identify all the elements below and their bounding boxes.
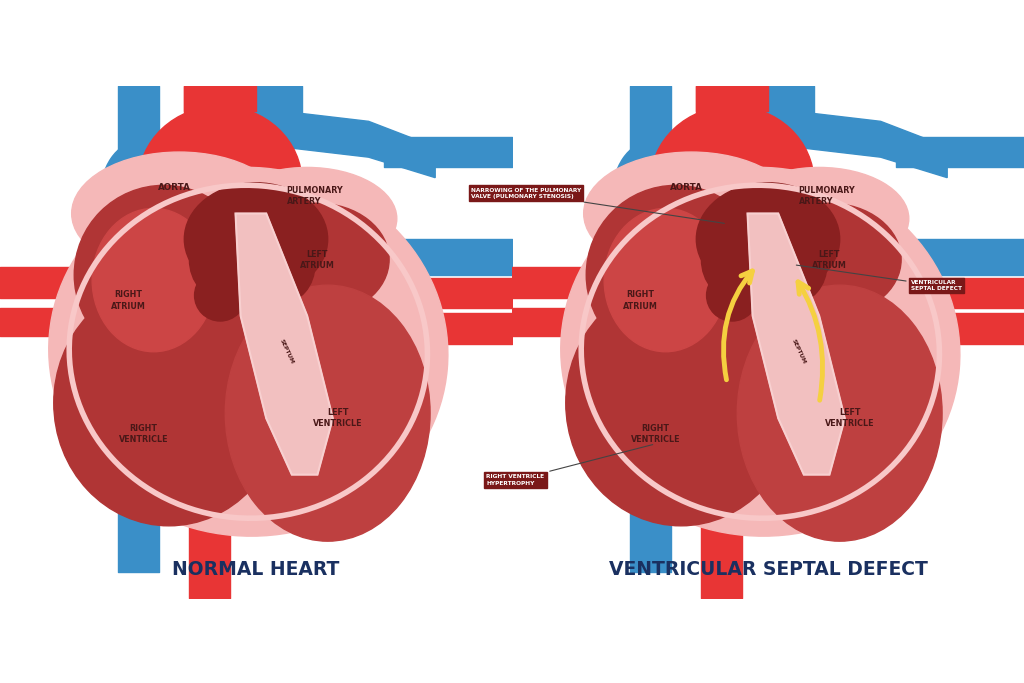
Text: RIGHT VENTRICLE
HYPERTROPHY: RIGHT VENTRICLE HYPERTROPHY <box>486 445 652 486</box>
Ellipse shape <box>696 183 840 296</box>
Ellipse shape <box>584 152 799 275</box>
Text: RIGHT
VENTRICLE: RIGHT VENTRICLE <box>119 423 168 444</box>
Ellipse shape <box>561 167 959 536</box>
Polygon shape <box>758 111 947 178</box>
Ellipse shape <box>565 280 797 526</box>
Ellipse shape <box>53 280 285 526</box>
Ellipse shape <box>195 270 246 321</box>
Ellipse shape <box>225 285 430 541</box>
Ellipse shape <box>766 277 811 324</box>
Text: NARROWING OF THE PULMONARY
VALVE (PULMONARY STENOSIS): NARROWING OF THE PULMONARY VALVE (PULMON… <box>471 188 724 223</box>
Text: RIGHT
ATRIUM: RIGHT ATRIUM <box>111 290 145 311</box>
Ellipse shape <box>758 204 901 316</box>
Text: LEFT
ATRIUM: LEFT ATRIUM <box>812 249 847 270</box>
Text: SEPTUM: SEPTUM <box>279 339 295 365</box>
Text: LEFT
ATRIUM: LEFT ATRIUM <box>300 249 335 270</box>
Ellipse shape <box>737 285 942 541</box>
Polygon shape <box>236 214 333 475</box>
Ellipse shape <box>612 142 688 255</box>
Ellipse shape <box>650 106 814 260</box>
Text: PULMONARY
ARTERY: PULMONARY ARTERY <box>799 186 855 206</box>
Ellipse shape <box>218 167 397 270</box>
Ellipse shape <box>72 152 287 275</box>
Polygon shape <box>246 111 435 178</box>
Text: NORMAL HEART: NORMAL HEART <box>172 560 340 579</box>
Ellipse shape <box>249 226 315 303</box>
Ellipse shape <box>100 142 177 255</box>
Ellipse shape <box>246 204 389 316</box>
Ellipse shape <box>92 208 215 352</box>
Ellipse shape <box>586 185 766 365</box>
Ellipse shape <box>138 106 302 260</box>
Ellipse shape <box>729 167 909 270</box>
Ellipse shape <box>254 277 300 324</box>
Ellipse shape <box>189 219 261 301</box>
Ellipse shape <box>707 270 758 321</box>
Ellipse shape <box>184 183 328 296</box>
Text: RIGHT
ATRIUM: RIGHT ATRIUM <box>623 290 657 311</box>
Text: PULMONARY
ARTERY: PULMONARY ARTERY <box>287 186 343 206</box>
Ellipse shape <box>701 219 773 301</box>
Text: RIGHT
VENTRICLE: RIGHT VENTRICLE <box>631 423 680 444</box>
Polygon shape <box>748 214 845 475</box>
Ellipse shape <box>760 226 827 303</box>
Ellipse shape <box>75 185 254 365</box>
Text: LEFT
VENTRICLE: LEFT VENTRICLE <box>313 408 362 428</box>
Ellipse shape <box>49 167 447 536</box>
Text: VENTRICULAR SEPTAL DEFECT: VENTRICULAR SEPTAL DEFECT <box>608 560 928 579</box>
Ellipse shape <box>604 208 727 352</box>
Text: LEFT
VENTRICLE: LEFT VENTRICLE <box>825 408 874 428</box>
Text: SEPTUM: SEPTUM <box>791 339 807 365</box>
Text: AORTA: AORTA <box>158 184 190 193</box>
Text: VENTRICULAR
SEPTAL DEFECT: VENTRICULAR SEPTAL DEFECT <box>797 265 963 292</box>
Text: AORTA: AORTA <box>670 184 702 193</box>
